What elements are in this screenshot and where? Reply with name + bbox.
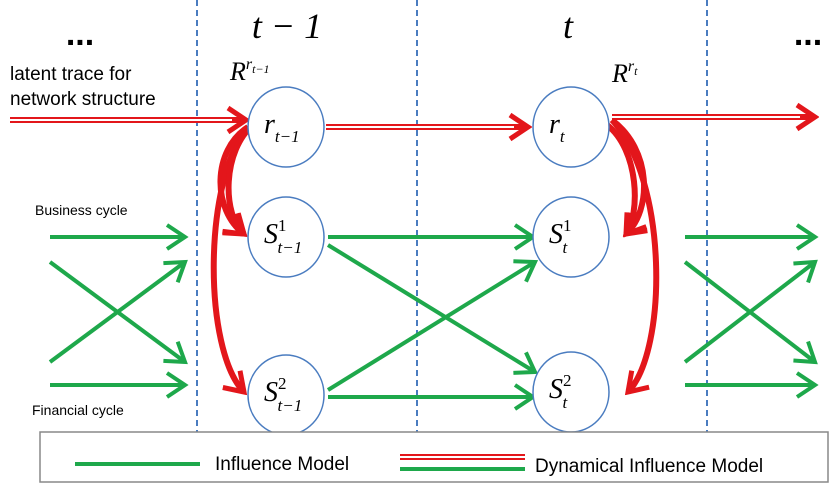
node-sub: t <box>563 393 569 412</box>
reward-sup-sub: t−1 <box>252 62 269 76</box>
reward-sup: r <box>246 56 253 73</box>
heading: ... <box>794 15 822 53</box>
node-label: rt <box>549 109 566 146</box>
legend-label: Dynamical Influence Model <box>535 456 763 477</box>
node-base: r <box>264 109 275 140</box>
node-sup: 2 <box>278 374 287 393</box>
node-base: S <box>549 374 563 405</box>
reward-sup: r <box>628 58 635 75</box>
node-sup: 2 <box>563 371 572 390</box>
node-sub: t <box>563 238 569 257</box>
node <box>532 351 610 433</box>
node-base: S <box>549 219 563 250</box>
green-arrows <box>48 223 819 411</box>
side-label: Financial cycle <box>32 402 124 418</box>
node-label: rt−1 <box>264 109 300 146</box>
node-base: S <box>264 219 278 250</box>
node-base: S <box>264 377 278 408</box>
node <box>247 86 325 168</box>
side-label: latent trace for <box>10 64 132 85</box>
node-label: S1 t−1 <box>264 216 302 257</box>
side-label: Business cycle <box>35 202 128 218</box>
node-label: S1 t <box>549 216 572 257</box>
node-sub: t−1 <box>278 238 303 257</box>
reward-label: Rrt <box>611 58 638 88</box>
node-sup: 1 <box>278 216 287 235</box>
reward-label: Rrt−1 <box>229 56 270 86</box>
node <box>247 196 325 278</box>
red-arrows <box>10 117 815 392</box>
heading: ... <box>66 15 94 53</box>
node-sub: t−1 <box>278 396 303 415</box>
legend-label: Influence Model <box>215 454 349 475</box>
node-label: S2 t−1 <box>264 374 302 415</box>
reward-sup-sub: t <box>634 64 638 78</box>
node-sub: t−1 <box>275 127 300 146</box>
node <box>532 196 610 278</box>
reward-base: R <box>229 57 246 86</box>
node <box>247 354 325 436</box>
node-sup: 1 <box>563 216 572 235</box>
dividers <box>196 0 708 445</box>
reward-base: R <box>611 59 628 88</box>
node-base: r <box>549 109 560 140</box>
node-label: S2 t <box>549 371 572 412</box>
heading: t − 1 <box>252 6 322 46</box>
node <box>532 86 610 168</box>
heading: t <box>563 6 574 46</box>
legend-box <box>39 431 829 483</box>
side-label: network structure <box>10 89 156 110</box>
node-sub: t <box>560 127 566 146</box>
